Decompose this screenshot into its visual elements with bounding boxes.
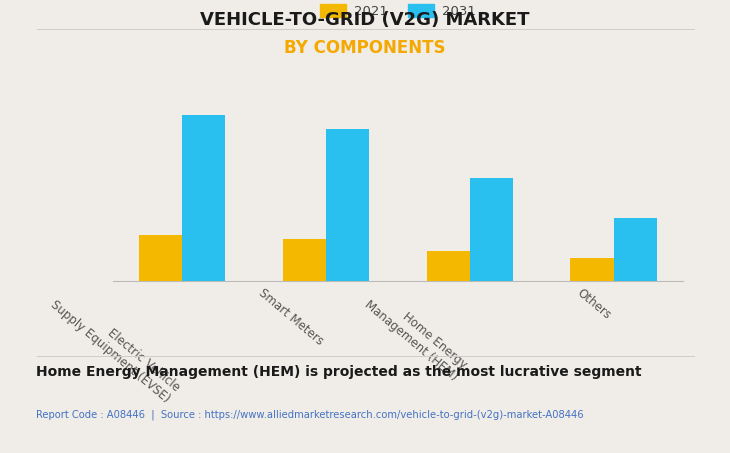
Bar [613,218,657,281]
Bar [139,235,182,281]
Bar [570,258,613,281]
Bar [283,240,326,281]
Bar [469,178,513,281]
Text: Report Code : A08446  |  Source : https://www.alliedmarketresearch.com/vehicle-t: Report Code : A08446 | Source : https://… [36,410,584,420]
Bar [326,129,369,281]
Legend: 2021, 2031: 2021, 2031 [315,0,481,23]
Text: VEHICLE-TO-GRID (V2G) MARKET: VEHICLE-TO-GRID (V2G) MARKET [200,11,530,29]
Text: BY COMPONENTS: BY COMPONENTS [284,39,446,57]
Bar [426,251,469,281]
Bar [182,116,226,281]
Text: Home Energy Management (HEM) is projected as the most lucrative segment: Home Energy Management (HEM) is projecte… [36,365,642,379]
